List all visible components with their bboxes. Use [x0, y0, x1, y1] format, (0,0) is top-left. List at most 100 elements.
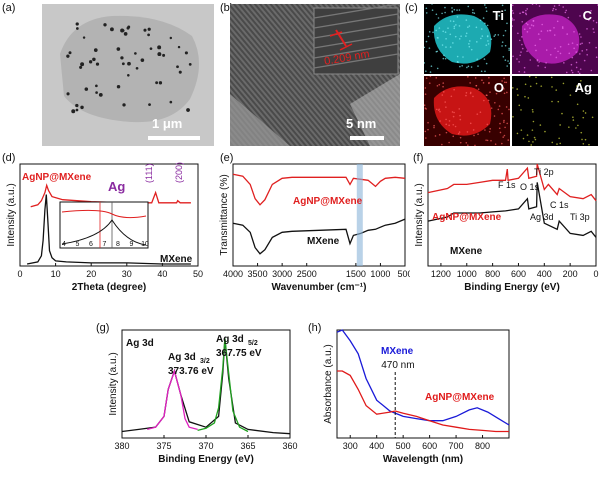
chart-f-peak-label: F 1s [498, 180, 516, 190]
panel-c-label: (c) [405, 2, 418, 14]
chart-g-peak2-sub: 5/2 [248, 340, 258, 347]
chart-h-xtick-label: 800 [475, 441, 490, 451]
eds-map-o-label: O [493, 80, 504, 95]
chart-e-xtick-label: 3000 [272, 269, 292, 279]
chart-h-xtick-label: 300 [343, 441, 358, 451]
panel-f-label: (f) [413, 152, 424, 164]
chart-d-ag-label: Ag [108, 179, 125, 194]
chart-h-xlabel: Wavelength (nm) [383, 454, 463, 465]
chart-h-series-1-line [337, 370, 509, 433]
chart-f-plot-frame [427, 163, 597, 267]
chart-e-xlabel: Wavenumber (cm⁻¹) [272, 282, 367, 293]
panel-h-chart: 300 400 500 600 700 800 Wavelength (nm) Absorba… [323, 329, 510, 465]
chart-d-inset-tick-label: 5 [76, 241, 80, 248]
chart-d-legend-red: AgNP@MXene [22, 172, 92, 183]
chart-d-xtick-label: 0 [17, 269, 22, 279]
chart-f-xtick-label: 600 [511, 269, 526, 279]
chart-e-xtick-label: 1000 [370, 269, 390, 279]
chart-f-ylabel: Intensity (a.u.) [414, 183, 425, 246]
chart-g-xtick-label: 375 [156, 441, 171, 451]
chart-d-inset-red-line [61, 209, 147, 219]
chart-f-series-0-line [427, 163, 597, 202]
chart-d-inset-tick-label: 4 [62, 241, 66, 248]
chart-g-title: Ag 3d [126, 338, 154, 349]
chart-g-peak2-name: Ag 3d [216, 334, 244, 345]
chart-h-xtick-label: 500 [396, 441, 411, 451]
chart-e-legend-red: AgNP@MXene [293, 196, 363, 207]
panel-d-chart: 0 10 20 30 40 50 2Theta (degree) Intensity (a.u… [6, 162, 203, 293]
chart-d-inset-tick-label: 8 [116, 241, 120, 248]
chart-e-series-1-line [232, 218, 406, 255]
chart-f-xtick-label: 1200 [431, 269, 451, 279]
chart-d-ylabel: Intensity (a.u.) [6, 183, 17, 246]
chart-e-xtick-label: 4000 [223, 269, 243, 279]
panel-a-tem-svg [60, 15, 200, 140]
chart-h-annotation: 470 nm [381, 360, 414, 371]
chart-f-peak-label: Ti 2p [534, 167, 554, 177]
panel-a-scale-bar: 1 μm [152, 116, 183, 131]
chart-e-ylabel: Transmittance (%) [219, 174, 230, 255]
panel-f-chart: 1200 1000 800 600 400 200 0 Binding Energy (eV)… [414, 163, 599, 293]
eds-map-ti-label: Ti [492, 8, 504, 23]
chart-g-ylabel: Intensity (a.u.) [108, 352, 119, 415]
chart-h-legend-blue: MXene [381, 346, 414, 357]
chart-d-peak-111: (111) [144, 163, 154, 183]
panel-a-label: (a) [2, 2, 16, 14]
chart-f-peak-label: O 1s [520, 182, 540, 192]
chart-g-xtick-label: 380 [114, 441, 129, 451]
eds-map-ti: Ti [424, 4, 510, 74]
chart-g-peak1-name: Ag 3d [168, 352, 196, 363]
chart-d-plot-frame [19, 163, 199, 267]
chart-g-xtick-label: 360 [282, 441, 297, 451]
chart-f-xtick-label: 800 [485, 269, 500, 279]
chart-d-inset-tick-label: 6 [89, 241, 93, 248]
chart-h-xtick-label: 700 [449, 441, 464, 451]
chart-d-xtick-label: 40 [157, 269, 167, 279]
panel-b-scale-bar: 5 nm [346, 116, 377, 131]
chart-h-plot-frame [336, 329, 510, 439]
chart-f-xtick-label: 200 [563, 269, 578, 279]
chart-f-peak-label: Ti 3p [570, 212, 590, 222]
panel-a-tem-image: 1 μm [42, 4, 214, 146]
chart-d-legend-black: MXene [160, 254, 193, 265]
chart-e-xtick-label: 2500 [297, 269, 317, 279]
chart-d-xtick-label: 10 [51, 269, 61, 279]
chart-f-xtick-label: 1000 [457, 269, 477, 279]
chart-e-plot-frame [232, 163, 406, 267]
eds-map-ag-label: Ag [574, 80, 592, 95]
chart-e-legend-black: MXene [307, 236, 340, 247]
panel-d-label: (d) [2, 152, 16, 164]
chart-h-xtick-label: 600 [422, 441, 437, 451]
chart-e-xtick-label: 3500 [248, 269, 268, 279]
chart-d-xtick-label: 20 [86, 269, 96, 279]
chart-e-xtick-label: 1500 [346, 269, 366, 279]
chart-d-xlabel: 2Theta (degree) [72, 282, 146, 293]
eds-map-c-label: C [582, 8, 592, 23]
eds-map-ag: Ag [512, 76, 598, 146]
panel-g-label: (g) [96, 322, 110, 334]
chart-g-xtick-label: 370 [198, 441, 213, 451]
chart-d-inset-tick-label: 7 [103, 241, 107, 248]
chart-h-xtick-label: 400 [369, 441, 384, 451]
chart-g-peak1-value: 373.76 eV [168, 366, 214, 377]
chart-h-series-0-line [336, 329, 510, 426]
chart-g-peak2-value: 367.75 eV [216, 348, 262, 359]
chart-f-xlabel: Binding Energy (eV) [464, 282, 560, 293]
panel-h-label: (h) [308, 322, 322, 334]
panel-b-hrtem-svg [230, 4, 400, 146]
chart-f-xtick-label: 0 [593, 269, 598, 279]
chart-d-inset-tick-label: 10 [141, 241, 149, 248]
chart-e-xtick-label: 500 [397, 269, 410, 279]
panel-g-chart: 380 375 370 365 360 Binding Energy (eV) Intens… [108, 329, 298, 465]
chart-h-legend-red: AgNP@MXene [425, 392, 495, 403]
panel-e-label: (e) [220, 152, 234, 164]
chart-f-series-1-line [427, 182, 597, 238]
chart-g-series-1-line [147, 368, 198, 431]
chart-h-ylabel: Absorbance (a.u.) [323, 344, 334, 424]
chart-g-series-0-line [121, 338, 291, 435]
chart-d-xtick-label: 30 [122, 269, 132, 279]
eds-map-o: O [424, 76, 510, 146]
chart-e-series-0-line [232, 173, 406, 206]
chart-f-peak-label: Ag 3d [530, 212, 554, 222]
panel-c-eds-maps: Ti C O Ag [424, 4, 598, 146]
